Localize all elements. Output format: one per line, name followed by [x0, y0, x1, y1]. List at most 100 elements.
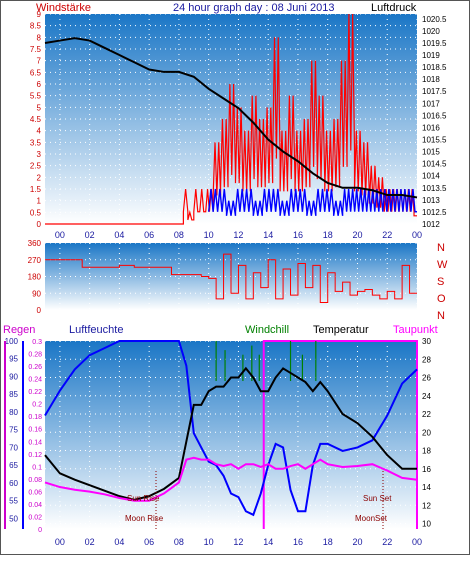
wind-axis-label: Windstärke — [36, 2, 91, 14]
compass-o: O — [437, 293, 446, 305]
dewpoint-axis-label: Taupunkt — [393, 324, 438, 336]
humidity-axis-label: Luftfeuchte — [69, 324, 123, 336]
humidity-tick-label: 90 — [9, 372, 18, 381]
chart-title: 24 hour graph day : 08 Juni 2013 — [173, 2, 334, 14]
wind-tick-label: 4 — [37, 127, 42, 136]
rain-axis-label: Regen — [3, 324, 35, 336]
pressure-tick-label: 1020 — [422, 27, 440, 36]
rain-tick-label: 0.14 — [28, 439, 42, 446]
temperature-tick-label: 18 — [422, 447, 431, 456]
wind-tick-label: 6.5 — [30, 68, 42, 77]
temperature-tick-label: 10 — [422, 520, 431, 529]
x-tick-label-bottom: 20 — [352, 537, 362, 547]
rain-tick-label: 0.24 — [28, 377, 42, 384]
rain-tick-label: 0.28 — [28, 352, 42, 359]
moonrise-label: Moon Rise — [125, 514, 164, 523]
pressure-tick-label: 1018 — [422, 75, 440, 84]
compass-n-top: N — [437, 242, 445, 254]
wind-tick-label: 7.5 — [30, 45, 42, 54]
x-tick-label-top: 10 — [204, 230, 214, 240]
pressure-tick-label: 1019 — [422, 51, 440, 60]
temperature-tick-label: 30 — [422, 337, 431, 346]
humidity-tick-label: 80 — [9, 408, 18, 417]
wind-tick-label: 3.5 — [30, 138, 42, 147]
wind-tick-label: 0.5 — [30, 208, 42, 217]
pressure-tick-label: 1017 — [422, 99, 440, 108]
wind-tick-label: 2 — [37, 173, 42, 182]
pressure-tick-label: 1015 — [422, 148, 440, 157]
pressure-tick-label: 1018.5 — [422, 63, 447, 72]
wind-tick-label: 8 — [37, 33, 42, 42]
rain-tick-label: 0.2 — [32, 402, 42, 409]
sunset-label: Sun Set — [363, 494, 392, 503]
pressure-tick-label: 1016.5 — [422, 111, 447, 120]
pressure-tick-label: 1013 — [422, 196, 440, 205]
temperature-tick-label: 28 — [422, 355, 431, 364]
x-tick-label-top: 04 — [114, 230, 124, 240]
axis-tick-labels: 00.511.522.533.544.555.566.577.588.59101… — [4, 10, 447, 547]
pressure-tick-label: 1014 — [422, 172, 440, 181]
temperature-axis-label: Temperatur — [313, 324, 369, 336]
x-tick-label-bottom: 10 — [204, 537, 214, 547]
wind-tick-label: 0 — [37, 220, 42, 229]
humidity-tick-label: 75 — [9, 426, 18, 435]
temperature-tick-label: 16 — [422, 465, 431, 474]
x-tick-label-top: 22 — [382, 230, 392, 240]
x-tick-label-bottom: 06 — [144, 537, 154, 547]
sunrise-label: Sun Rise — [127, 494, 160, 503]
wind-tick-label: 3 — [37, 150, 42, 159]
wind-speed-line — [45, 13, 417, 225]
temperature-tick-label: 24 — [422, 392, 431, 401]
direction-tick-label: 360 — [28, 239, 42, 248]
x-tick-label-bottom: 22 — [382, 537, 392, 547]
humidity-tick-label: 50 — [9, 514, 18, 523]
wind-tick-label: 7 — [37, 57, 42, 66]
humidity-tick-label: 100 — [5, 337, 19, 346]
temperature-tick-label: 20 — [422, 428, 431, 437]
rain-tick-label: 0.02 — [28, 514, 42, 521]
temperature-tick-label: 22 — [422, 410, 431, 419]
x-tick-label-top: 06 — [144, 230, 154, 240]
pressure-tick-label: 1019.5 — [422, 39, 447, 48]
temperature-tick-label: 26 — [422, 374, 431, 383]
humidity-tick-label: 55 — [9, 497, 18, 506]
humidity-line — [44, 340, 418, 517]
x-tick-label-bottom: 02 — [85, 537, 95, 547]
wind-tick-label: 1 — [37, 197, 42, 206]
x-tick-label-top: 12 — [233, 230, 243, 240]
rain-tick-label: 0.04 — [28, 502, 42, 509]
compass-s: S — [437, 276, 444, 288]
dewpoint-line — [44, 456, 418, 502]
x-tick-label-top: 02 — [85, 230, 95, 240]
rain-tick-label: 0.26 — [28, 364, 42, 371]
direction-tick-label: 90 — [32, 289, 41, 298]
temperature-tick-label: 14 — [422, 483, 431, 492]
pressure-line — [44, 37, 418, 199]
compass-labels: N W S O N — [437, 242, 448, 322]
pressure-tick-label: 1017.5 — [422, 87, 447, 96]
windchill-label: Windchill — [245, 324, 289, 336]
pressure-tick-label: 1012.5 — [422, 208, 447, 217]
x-tick-label-top: 08 — [174, 230, 184, 240]
x-tick-label-bottom: 18 — [323, 537, 333, 547]
rain-tick-label: 0.22 — [28, 389, 42, 396]
moonset-label: MoonSet — [355, 514, 388, 523]
compass-w: W — [437, 259, 448, 271]
humidity-tick-label: 95 — [9, 355, 18, 364]
humidity-tick-label: 65 — [9, 461, 18, 470]
wind-tick-label: 8.5 — [30, 22, 42, 31]
x-tick-label-bottom: 00 — [55, 537, 65, 547]
rain-line — [262, 340, 418, 529]
wind-tick-label: 5.5 — [30, 92, 42, 101]
x-tick-label-bottom: 08 — [174, 537, 184, 547]
x-tick-label-bottom: 00 — [412, 537, 422, 547]
temperature-tick-label: 12 — [422, 501, 431, 510]
rain-tick-label: 0.12 — [28, 452, 42, 459]
pressure-axis-label: Luftdruck — [371, 2, 417, 14]
compass-n-bottom: N — [437, 310, 445, 322]
x-tick-label-top: 18 — [323, 230, 333, 240]
wind-tick-label: 5 — [37, 103, 42, 112]
pressure-tick-label: 1014.5 — [422, 160, 447, 169]
direction-tick-label: 0 — [37, 306, 42, 315]
